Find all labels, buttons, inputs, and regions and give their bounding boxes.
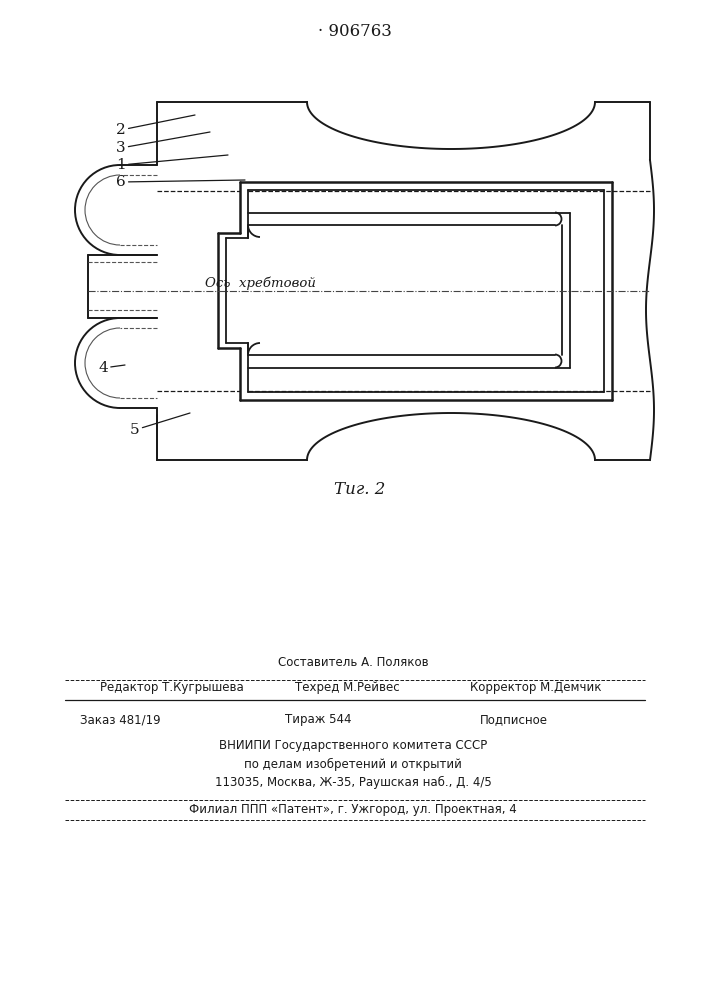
Text: Составитель А. Поляков: Составитель А. Поляков [278, 656, 428, 668]
Text: по делам изобретений и открытий: по делам изобретений и открытий [244, 757, 462, 771]
Text: ВНИИПИ Государственного комитета СССР: ВНИИПИ Государственного комитета СССР [219, 740, 487, 752]
Text: 5: 5 [130, 413, 190, 437]
Text: · 906763: · 906763 [318, 23, 392, 40]
Text: Корректор М.Демчик: Корректор М.Демчик [470, 682, 602, 694]
Text: Редактор Т.Кугрышева: Редактор Т.Кугрышева [100, 682, 244, 694]
Text: 6: 6 [116, 175, 245, 189]
Text: 1: 1 [116, 155, 228, 172]
Text: Τиг. 2: Τиг. 2 [334, 482, 386, 498]
Text: 2: 2 [116, 115, 195, 137]
Text: Ось  хребтовой: Ось хребтовой [205, 276, 316, 290]
Text: Подписное: Подписное [480, 714, 548, 726]
Text: Техред М.Рейвес: Техред М.Рейвес [295, 682, 399, 694]
Text: 113035, Москва, Ж-35, Раушская наб., Д. 4/5: 113035, Москва, Ж-35, Раушская наб., Д. … [215, 775, 491, 789]
Text: Заказ 481/19: Заказ 481/19 [80, 714, 160, 726]
Text: 4: 4 [98, 361, 125, 375]
Text: 3: 3 [116, 132, 210, 155]
Text: Филиал ППП «Патент», г. Ужгород, ул. Проектная, 4: Филиал ППП «Патент», г. Ужгород, ул. Про… [189, 804, 517, 816]
Text: Тираж 544: Тираж 544 [285, 714, 351, 726]
